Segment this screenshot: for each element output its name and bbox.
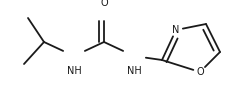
- Text: NH: NH: [127, 66, 141, 76]
- Text: O: O: [100, 0, 108, 8]
- Text: O: O: [196, 67, 204, 77]
- Text: N: N: [172, 25, 180, 35]
- Text: NH: NH: [67, 66, 81, 76]
